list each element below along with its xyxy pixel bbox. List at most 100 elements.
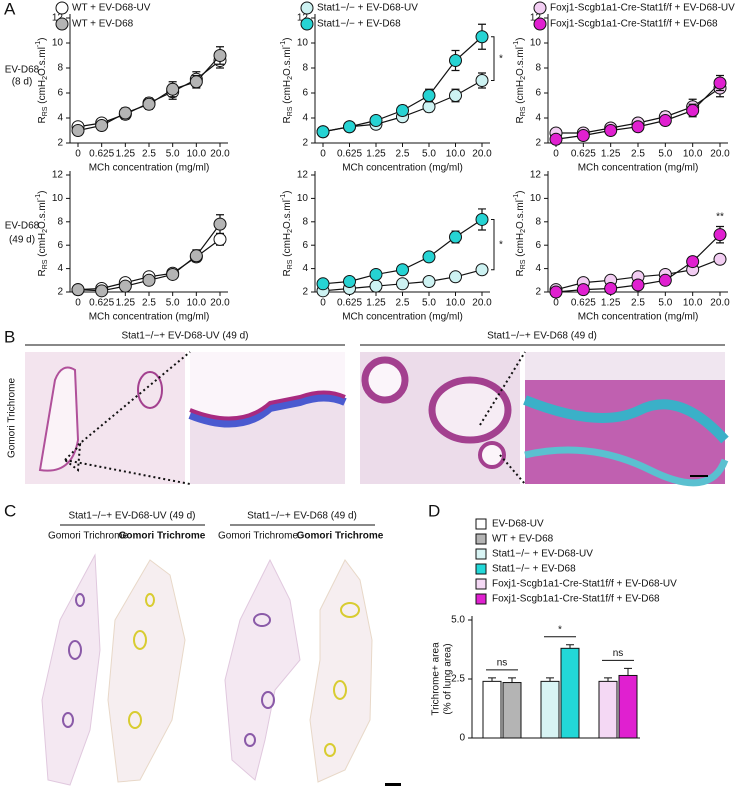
y-label-part: (cmH [515,80,526,107]
x-tick-label: 5.0 [422,149,436,160]
point [142,273,156,287]
point [576,129,590,142]
y-axis-label: (% of lung area) [443,643,454,714]
y-label-part: (cmH [282,233,293,260]
x-tick-label: 5.0 [166,298,180,309]
bar [540,680,560,739]
y-label-part: -1 [280,41,287,47]
point [422,89,436,102]
y-tick-label: 10 [52,38,64,49]
y-label-part: -1 [280,194,287,200]
y-axis-label: RRS (cmH2O.s.ml-1) [513,37,527,123]
legend-label: Stat1−/− + EV-D68-UV [492,549,593,560]
side-label: Gomori Trichrome [7,378,18,458]
point [713,252,727,266]
point [658,114,672,127]
point [343,120,356,134]
panel-label: C [4,501,16,520]
point [604,281,618,295]
x-tick-label: 20.0 [210,298,230,309]
y-label-part: -1 [35,41,42,47]
y-label-part: R [282,116,293,123]
point [475,212,489,226]
point [213,232,227,246]
x-tick-label: 1.25 [116,298,136,309]
x-tick-label: 2.5 [631,298,645,309]
y-tick-label: 6 [302,88,308,99]
y-tick-label: 2 [302,287,308,298]
y-tick-label: 8 [535,63,541,74]
legend-label: Foxj1-Scgb1a1-Cre-Stat1f/f + EV-D68 [550,19,718,30]
legend-label: Stat1−/− + EV-D68-UV [317,3,418,14]
y-label-part: (cmH [282,80,293,107]
y-label-part: -1 [513,41,520,47]
x-tick-label: 2.5 [396,298,410,309]
row-label: (49 d) [9,235,35,246]
y-tick-label: 2 [535,138,541,149]
point [686,255,700,269]
point [396,277,409,291]
y-label-part: (cmH [37,80,48,107]
point [166,267,180,281]
y-tick-label: 10 [530,193,542,204]
x-tick-label: 0 [553,149,559,160]
x-tick-label: 10.0 [187,149,207,160]
caption: Stat1−/−+ EV-D68 (49 d) [247,511,357,522]
y-tick-label: 8 [57,216,63,227]
y-label-part: 2 [520,76,527,80]
point [189,75,203,89]
legend-label: WT + EV-D68-UV [72,3,151,14]
y-tick-label: 6 [302,240,308,251]
point [549,285,563,299]
error-bar [566,644,574,649]
x-tick-label: 0.625 [571,298,596,309]
y-tick-label: 5.0 [451,615,465,626]
legend-swatch [475,578,487,590]
x-tick-label: 2.5 [142,298,156,309]
point [631,278,645,292]
point [189,249,203,263]
annotation: * [499,53,503,64]
point [686,104,700,117]
legend-swatch [475,518,487,530]
x-tick-label: 0 [75,149,81,160]
legend-label: Stat1−/− + EV-D68 [492,564,576,575]
panel-label: D [428,501,440,520]
error-bar [488,677,496,682]
x-tick-label: 1.25 [366,298,386,309]
y-tick-label: 2 [57,287,63,298]
y-tick-label: 2 [535,287,541,298]
panel-label: A [4,0,16,18]
point [71,283,85,297]
panel-c-images [41,524,401,786]
y-label-part: (cmH [515,233,526,260]
y-tick-label: 8 [57,63,63,74]
annotation: ns [613,648,624,659]
error-bar [546,677,554,682]
x-axis-label: MCh concentration (mg/ml) [342,163,463,174]
y-axis-label: RRS (cmH2O.s.ml-1) [280,190,294,276]
point [316,277,330,291]
point [142,97,156,111]
point [118,106,132,120]
legend-marker [55,17,69,31]
y-label-part: 2 [287,76,294,80]
point [475,263,489,277]
sig-bracket [491,36,495,81]
point [343,274,356,288]
y-label-part: R [37,269,48,276]
y-label-part: O.s.ml [37,200,48,229]
y-label-part: R [515,116,526,123]
legend-label: WT + EV-D68 [72,19,134,30]
point [166,82,180,96]
annotation: ns [497,657,508,668]
annotation: ** [716,211,724,222]
y-tick-label: 12 [297,13,309,24]
y-label-part: RS [287,259,294,269]
point [95,284,109,298]
point [449,54,462,67]
error-bar [508,677,516,683]
legend-label: WT + EV-D68 [492,534,554,545]
axis [69,14,228,144]
